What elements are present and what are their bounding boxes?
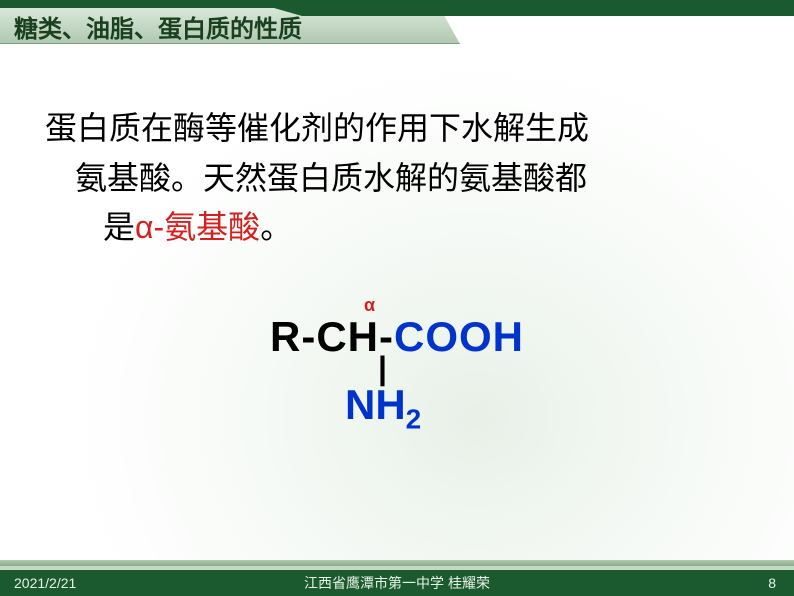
para-line3-prefix: 是 <box>103 209 135 245</box>
formula-cooh: COOH <box>394 313 524 360</box>
para-line3-suffix: 。 <box>260 209 292 245</box>
paragraph: 蛋白质在酶等催化剂的作用下水解生成 氨基酸。天然蛋白质水解的氨基酸都 是α-氨基… <box>45 104 749 253</box>
formula-nh: NH <box>345 381 406 428</box>
header-right-bar <box>302 8 794 16</box>
footer-page-number: 8 <box>768 575 794 591</box>
slide: 糖类、油脂、蛋白质的性质 蛋白质在酶等催化剂的作用下水解生成 氨基酸。天然蛋白质… <box>0 0 794 596</box>
para-line3: 是α-氨基酸。 <box>45 203 749 253</box>
footer-center: 江西省鹰潭市第一中学 桂耀荣 <box>304 573 490 593</box>
header-row: 糖类、油脂、蛋白质的性质 <box>0 8 794 44</box>
title-banner: 糖类、油脂、蛋白质的性质 <box>0 8 302 44</box>
para-line1: 蛋白质在酶等催化剂的作用下水解生成 <box>45 110 589 146</box>
para-line2: 氨基酸。天然蛋白质水解的氨基酸都 <box>45 154 749 204</box>
alpha-label: α <box>364 295 375 316</box>
formula-main-line: R-CH-COOH <box>270 313 524 361</box>
footer: 2021/2/21 江西省鹰潭市第一中学 桂耀荣 8 <box>0 566 794 596</box>
slide-title: 糖类、油脂、蛋白质的性质 <box>0 9 302 44</box>
formula-r-c: R-C <box>270 313 348 360</box>
formula: α R-CH-COOH | NH2 <box>270 313 524 436</box>
content-area: 蛋白质在酶等催化剂的作用下水解生成 氨基酸。天然蛋白质水解的氨基酸都 是α-氨基… <box>0 44 794 436</box>
formula-area: α R-CH-COOH | NH2 <box>45 313 749 436</box>
formula-h: H- <box>348 313 394 360</box>
formula-nh2: NH2 <box>270 381 524 435</box>
footer-date: 2021/2/21 <box>0 575 76 591</box>
para-highlight: α-氨基酸 <box>135 209 260 245</box>
formula-nh-sub: 2 <box>406 404 422 435</box>
top-bar <box>0 0 794 8</box>
